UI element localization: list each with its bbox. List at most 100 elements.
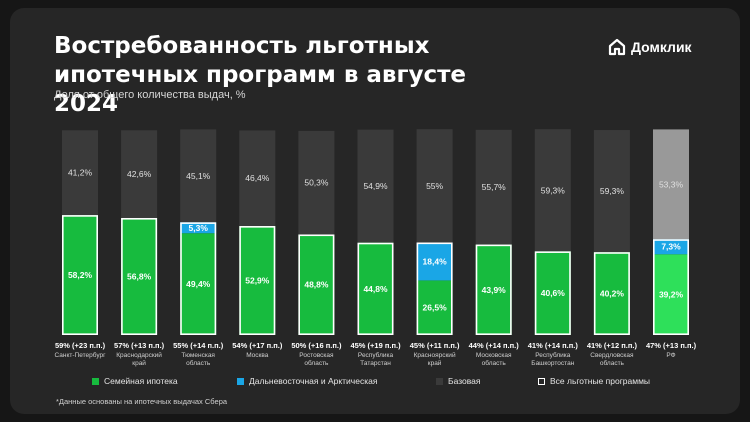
- bar-family: [534, 251, 571, 335]
- data-label-base: 50,3%: [304, 178, 329, 188]
- category-total-label: 45% (+11 п.п.): [410, 341, 460, 350]
- bar-outline-preferential: [357, 242, 394, 335]
- bar-base: [298, 130, 335, 235]
- category-name-label: область: [482, 359, 507, 367]
- category-name-label: Свердловская: [590, 352, 634, 359]
- bar-far-east: [653, 239, 689, 255]
- legend-item-family: Семейная ипотека: [92, 376, 178, 386]
- bar-outline-preferential: [652, 239, 689, 335]
- category-name-label: Республика: [358, 351, 394, 359]
- legend-item-base: Базовая: [436, 376, 481, 386]
- legend-label-family: Семейная ипотека: [104, 376, 178, 386]
- bar-base: [534, 129, 571, 252]
- bar-far-east: [180, 222, 217, 234]
- data-label-base: 54,9%: [363, 181, 388, 191]
- data-label-family: 43,9%: [482, 285, 507, 295]
- data-label-family: 56,8%: [127, 271, 152, 281]
- bar-base: [180, 129, 217, 223]
- category-name-label: Ростовская: [299, 352, 334, 359]
- chart-card: Востребованность льготных ипотечных прог…: [10, 8, 740, 414]
- brand-logo: Домклик: [608, 38, 692, 56]
- bar-base: [121, 130, 158, 218]
- category-total-label: 59% (+23 п.п.): [55, 341, 106, 350]
- data-label-family: 58,2%: [68, 270, 93, 280]
- category-name-label: Краснодарский: [116, 351, 162, 359]
- category-total-label: 47% (+13 п.п.): [646, 341, 697, 350]
- category-name-label: Башкортостан: [531, 360, 574, 367]
- category-total-label: 44% (+14 п.п.): [469, 341, 520, 350]
- category-name-label: область: [600, 359, 625, 367]
- bar-base: [653, 129, 689, 240]
- legend-item-outline: Все льготные программы: [538, 376, 650, 386]
- category-total-label: 57% (+13 п.п.): [114, 341, 165, 350]
- bar-outline-preferential: [121, 217, 158, 336]
- bar-base: [239, 130, 276, 227]
- bar-family: [653, 254, 689, 335]
- data-label-family: 26,5%: [423, 303, 448, 313]
- category-name-label: область: [186, 359, 211, 367]
- category-total-label: 50% (+16 п.п.): [291, 341, 342, 350]
- bar-base: [593, 130, 630, 253]
- bar-family: [121, 217, 158, 335]
- category-name-label: край: [428, 359, 442, 367]
- bar-family: [239, 226, 276, 335]
- category-total-label: 54% (+17 п.п.): [232, 341, 283, 350]
- bar-far-east: [416, 242, 453, 281]
- data-label-base: 55%: [426, 181, 443, 191]
- bar-family: [593, 252, 630, 335]
- footnote: *Данные основаны на ипотечных выдачах Сб…: [56, 397, 228, 406]
- category-name-label: Республика: [535, 351, 571, 359]
- bar-base: [62, 130, 98, 216]
- category-name-label: Московская: [476, 352, 512, 359]
- house-logo-icon: [608, 38, 626, 56]
- data-label-base: 59,3%: [600, 186, 625, 196]
- data-label-base: 59,3%: [541, 185, 566, 195]
- bar-family: [357, 242, 394, 335]
- bar-outline-preferential: [416, 242, 453, 335]
- data-label-far-east: 18,4%: [423, 256, 448, 266]
- category-name-label: край: [132, 359, 146, 367]
- data-label-base: 53,3%: [659, 179, 684, 189]
- chart-subtitle: Доля от общего количества выдач, %: [54, 89, 246, 101]
- data-label-family: 48,8%: [304, 280, 329, 290]
- category-name-label: РФ: [666, 352, 675, 359]
- data-label-far-east: 5,3%: [189, 223, 209, 233]
- legend-label-outline: Все льготные программы: [550, 376, 651, 386]
- stacked-bar-chart: 41,2% 58,2% 59% (+23 п.п.)Санкт-Петербург 4…: [55, 129, 697, 367]
- category-total-label: 45% (+19 п.п.): [350, 341, 401, 350]
- data-label-family: 40,2%: [600, 289, 625, 299]
- legend-swatch-far-east: [237, 377, 244, 385]
- data-label-base: 41,2%: [68, 168, 93, 178]
- data-label-far-east: 7,3%: [661, 242, 681, 252]
- bar-family: [475, 244, 512, 335]
- data-label-base: 55,7%: [482, 182, 507, 192]
- data-label-base: 42,6%: [127, 169, 152, 179]
- bar-outline-preferential: [534, 251, 571, 336]
- data-label-family: 39,2%: [659, 290, 684, 300]
- category-total-label: 41% (+14 п.п.): [528, 341, 579, 350]
- data-label-family: 52,9%: [245, 276, 270, 286]
- category-name-label: Санкт-Петербург: [55, 351, 107, 359]
- category-total-label: 41% (+12 п.п.): [587, 341, 638, 350]
- brand-name: Домклик: [631, 39, 692, 55]
- chart-legend: Семейная ипотека Дальневосточная и Аркти…: [92, 376, 712, 390]
- bar-outline-preferential: [298, 234, 335, 336]
- bar-outline-preferential: [180, 222, 217, 335]
- category-name-label: область: [304, 359, 329, 367]
- category-name-label: Красноярский: [414, 351, 456, 359]
- bar-base: [475, 129, 512, 245]
- category-name-label: Москва: [246, 352, 269, 359]
- legend-swatch-base: [436, 377, 443, 385]
- data-label-family: 40,6%: [541, 288, 566, 298]
- category-total-label: 55% (+14 п.п.): [173, 341, 224, 350]
- legend-label-far-east: Дальневосточная и Арктическая: [249, 376, 378, 386]
- legend-item-far-east: Дальневосточная и Арктическая: [237, 376, 377, 386]
- chart-title: Востребованность льготных ипотечных прог…: [54, 33, 467, 117]
- bar-outline-preferential: [475, 244, 512, 335]
- bar-family: [298, 234, 335, 335]
- data-label-base: 46,4%: [245, 173, 270, 183]
- category-name-label: Татарстан: [360, 360, 391, 367]
- bar-family: [62, 215, 98, 335]
- bar-outline-preferential: [593, 252, 630, 336]
- data-label-family: 44,8%: [363, 284, 388, 294]
